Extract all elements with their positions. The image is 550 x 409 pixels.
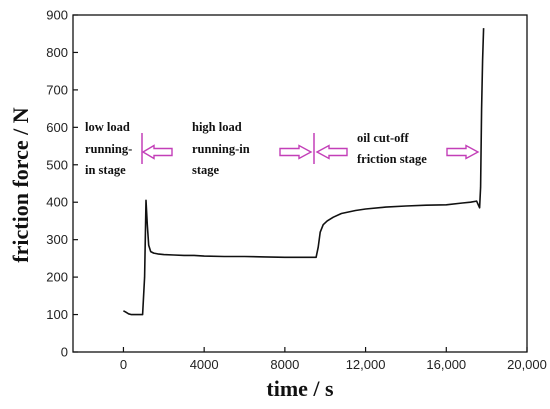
left-arrow-icon — [141, 144, 173, 160]
y-tick-label: 0 — [61, 345, 68, 360]
y-tick-label: 900 — [46, 8, 68, 23]
y-tick-label: 500 — [46, 157, 68, 172]
x-tick-label: 12,000 — [346, 357, 386, 372]
y-tick-label: 200 — [46, 270, 68, 285]
right-arrow-icon — [446, 144, 480, 160]
x-tick-label: 16,000 — [426, 357, 466, 372]
x-tick-label: 20,000 — [507, 357, 547, 372]
stage1-label-line2: running- — [85, 142, 132, 156]
stage2-label-line1: high load — [192, 120, 242, 134]
plot-frame — [72, 14, 528, 353]
stage3-label-line2: friction stage — [357, 152, 427, 166]
y-axis-ticks: 0 100 200 300 400 500 600 700 800 900 — [46, 8, 78, 360]
x-tick-label: 0 — [120, 357, 127, 372]
stage3-label-line1: oil cut-off — [357, 131, 410, 145]
stage2-label-line3: stage — [192, 163, 220, 177]
y-tick-label: 600 — [46, 120, 68, 135]
x-tick-label: 8000 — [270, 357, 299, 372]
stage1-label-line3: in stage — [85, 163, 126, 177]
friction-force-line — [123, 28, 485, 316]
left-arrow-icon — [315, 144, 348, 160]
y-tick-label: 400 — [46, 195, 68, 210]
stage1-label-line1: low load — [85, 120, 130, 134]
y-tick-label: 300 — [46, 232, 68, 247]
stage2-label-line2: running-in — [192, 142, 250, 156]
x-axis-ticks: 0 4000 8000 12,000 16,000 20,000 — [120, 347, 547, 372]
x-axis-title: time / s — [266, 376, 334, 401]
y-tick-label: 100 — [46, 307, 68, 322]
right-arrow-icon — [279, 144, 313, 160]
y-tick-label: 800 — [46, 45, 68, 60]
y-axis-title: friction force / N — [8, 107, 33, 262]
y-tick-label: 700 — [46, 82, 68, 97]
x-tick-label: 4000 — [190, 357, 219, 372]
